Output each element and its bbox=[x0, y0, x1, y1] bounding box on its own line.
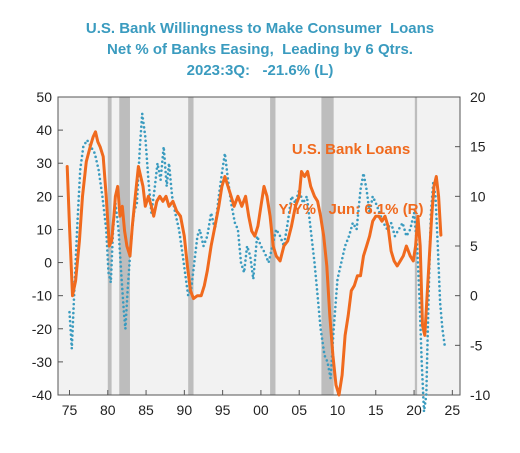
left-axis-tick-label: -40 bbox=[32, 387, 52, 403]
left-axis-tick-label: 10 bbox=[36, 221, 52, 237]
x-axis-tick-label: 90 bbox=[177, 402, 193, 418]
x-axis-tick-label: 80 bbox=[100, 402, 116, 418]
x-axis-tick-label: 75 bbox=[62, 402, 78, 418]
recession-band-1 bbox=[119, 97, 130, 395]
chart-title-line-3: 2023:3Q: -21.6% (L) bbox=[186, 62, 334, 79]
bank-loans-series-line bbox=[65, 130, 443, 397]
chart-title-line-2: Net % of Banks Easing, Leading by 6 Qtrs… bbox=[107, 41, 413, 58]
right-axis-tick-label: -5 bbox=[470, 337, 483, 353]
x-axis-tick-label: 10 bbox=[330, 402, 346, 418]
recession-band-2 bbox=[188, 97, 194, 395]
chart-title: U.S. Bank Willingness to Make Consumer L… bbox=[0, 18, 520, 81]
x-axis-tick-label: 05 bbox=[291, 402, 307, 418]
x-axis-tick-label: 95 bbox=[215, 402, 231, 418]
left-axis-tick-label: 40 bbox=[36, 122, 52, 138]
x-axis-tick-label: 85 bbox=[138, 402, 154, 418]
x-axis-tick-label: 15 bbox=[368, 402, 384, 418]
x-axis-tick-label: 20 bbox=[406, 402, 422, 418]
right-axis-tick-label: 0 bbox=[470, 288, 478, 304]
left-axis-tick-label: 50 bbox=[36, 89, 52, 105]
left-axis-tick-label: 0 bbox=[44, 255, 52, 271]
loans-annotation-line-2: Y/Y% Jun: 6.1% (R) bbox=[278, 201, 424, 218]
left-axis-tick-label: -20 bbox=[32, 321, 52, 337]
loans-annotation: U.S. Bank Loans Y/Y% Jun: 6.1% (R) bbox=[262, 100, 440, 240]
x-axis-tick-label: 00 bbox=[253, 402, 269, 418]
left-axis-tick-label: -10 bbox=[32, 288, 52, 304]
chart-title-line-1: U.S. Bank Willingness to Make Consumer L… bbox=[85, 20, 435, 37]
left-axis-tick-label: 20 bbox=[36, 188, 52, 204]
left-axis-tick-label: -30 bbox=[32, 354, 52, 370]
right-axis-tick-label: 10 bbox=[470, 188, 486, 204]
right-axis-tick-label: 5 bbox=[470, 238, 478, 254]
right-axis-tick-label: 20 bbox=[470, 89, 486, 105]
loans-annotation-line-1: U.S. Bank Loans bbox=[291, 141, 411, 158]
left-axis-tick-label: 30 bbox=[36, 155, 52, 171]
right-axis-tick-label: -10 bbox=[470, 387, 490, 403]
x-axis-tick-label: 25 bbox=[445, 402, 461, 418]
right-axis-tick-label: 15 bbox=[470, 139, 486, 155]
